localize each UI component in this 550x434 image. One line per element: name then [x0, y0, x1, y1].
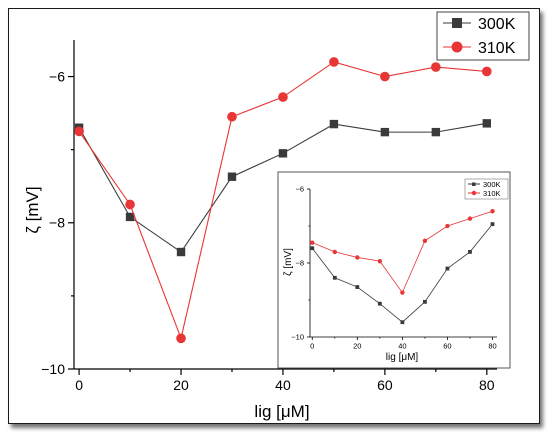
main-x-tick-label: 0 [75, 377, 83, 393]
inset-point-300K [377, 301, 382, 306]
main-point-310K [278, 92, 288, 102]
inset-series [310, 209, 495, 325]
main-point-310K [176, 333, 186, 344]
inset-x-tick-label: 80 [488, 342, 496, 351]
inset-point-310K [355, 255, 360, 260]
inset-point-300K [332, 275, 337, 280]
inset-point-310K [310, 240, 315, 245]
main-axes: 0 20 40 60 80 −10 −8 −6 [41, 40, 497, 393]
inset-legend-310K-label: 310K [483, 189, 501, 198]
main-point-300K [431, 127, 441, 137]
main-x-tick-label: 80 [479, 377, 495, 393]
inset-point-310K [400, 290, 405, 295]
inset-legend-300K-marker [472, 182, 476, 186]
main-point-310K [431, 62, 441, 72]
inset-x-tick-label: 0 [310, 342, 314, 351]
inset-y-tick-label: −10 [291, 333, 304, 342]
inset-point-310K [467, 216, 473, 221]
inset-x-axis-label: lig [μM] [386, 352, 419, 363]
inset-point-300K [468, 250, 472, 254]
inset-legend: 300K 310K [464, 178, 509, 200]
inset-y-tick-label: −8 [295, 259, 304, 268]
inset-plot: 0 20 40 60 80 −10 −8 −6 ζ [mV] lig [μM] 300K 31… [277, 171, 511, 369]
main-point-300K [176, 247, 186, 257]
main-x-tick-label: 40 [275, 377, 291, 393]
inset-point-310K [445, 223, 450, 229]
inset-legend-300K-label: 300K [483, 180, 501, 189]
inset-point-310K [422, 238, 428, 243]
main-x-tick-label: 60 [377, 377, 393, 393]
legend-310K-label: 310K [478, 40, 516, 57]
main-point-310K [380, 71, 390, 82]
inset-x-tick-label: 40 [398, 342, 406, 351]
inset-point-310K [332, 249, 337, 255]
inset-y-axis-label: ζ [mV] [283, 248, 294, 276]
main-point-300K [482, 119, 492, 128]
inset-axes: 0 20 40 60 80 −10 −8 −6 [291, 185, 497, 351]
inset-point-300K [423, 299, 427, 304]
main-x-tick-label: 20 [173, 377, 189, 393]
main-series [74, 57, 492, 344]
main-point-300K [278, 149, 288, 158]
inset-point-300K [490, 222, 495, 227]
main-point-310K [329, 57, 339, 67]
main-y-tick-label: −6 [49, 68, 65, 84]
main-legend: 300K 310K [436, 11, 530, 61]
inset-x-tick-label: 20 [353, 342, 361, 351]
main-point-300K [227, 172, 237, 181]
legend-300K-marker [452, 18, 462, 28]
main-x-axis-label: lig [μM] [254, 402, 309, 421]
main-y-axis-label: ζ [mV] [23, 186, 42, 233]
inset-point-310K [490, 209, 495, 214]
main-y-tick-label: −8 [49, 215, 65, 231]
inset-point-300K [310, 246, 315, 251]
main-point-300K [329, 119, 339, 129]
legend-310K-marker [451, 41, 463, 53]
main-point-310K [74, 126, 84, 137]
inset-legend-310K-marker [471, 190, 477, 196]
main-point-310K [125, 199, 135, 210]
main-point-310K [481, 66, 492, 77]
inset-point-300K [445, 266, 450, 271]
inset-point-310K [377, 258, 383, 264]
inset-point-300K [400, 320, 405, 325]
inset-y-tick-label: −6 [295, 185, 304, 194]
inset-point-300K [355, 285, 360, 289]
main-point-310K [227, 111, 237, 122]
inset-frame [277, 171, 511, 369]
main-plot: 0 20 40 60 80 −10 −8 −6 ζ [mV] lig [μM] 300K 31… [23, 11, 530, 421]
main-point-300K [380, 127, 390, 137]
legend-300K-label: 300K [478, 16, 516, 33]
inset-x-tick-label: 60 [443, 342, 451, 351]
main-y-tick-label: −10 [41, 361, 65, 377]
main-point-300K [125, 212, 135, 222]
